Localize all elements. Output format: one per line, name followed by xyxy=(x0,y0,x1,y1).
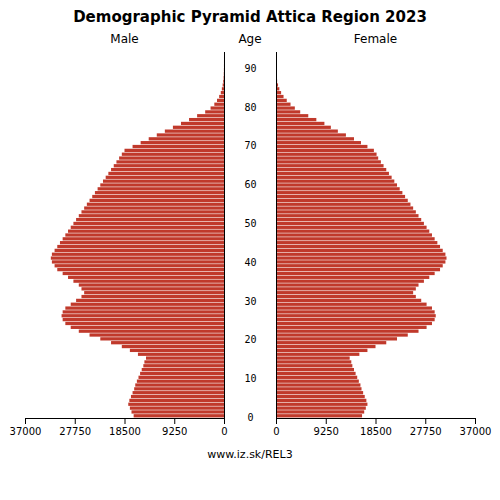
svg-text:60: 60 xyxy=(244,179,256,190)
svg-text:0: 0 xyxy=(273,426,279,437)
svg-text:0: 0 xyxy=(247,412,253,423)
svg-text:70: 70 xyxy=(244,140,256,151)
html-text:Female: Female xyxy=(353,32,398,46)
svg-text:9250: 9250 xyxy=(314,426,339,437)
svg-text:27750: 27750 xyxy=(410,426,442,437)
svg-text:30: 30 xyxy=(244,296,256,307)
svg-text:10: 10 xyxy=(244,373,256,384)
svg-text:9250: 9250 xyxy=(162,426,187,437)
svg-text:18500: 18500 xyxy=(109,426,141,437)
svg-text:80: 80 xyxy=(244,102,256,113)
html-text:www.iz.sk/REL3: www.iz.sk/REL3 xyxy=(207,448,293,461)
svg-text:20: 20 xyxy=(244,334,256,345)
svg-text:50: 50 xyxy=(244,218,256,229)
svg-text:37000: 37000 xyxy=(10,426,42,437)
svg-text:40: 40 xyxy=(244,257,256,268)
svg-text:27750: 27750 xyxy=(59,426,91,437)
svg-text:37000: 37000 xyxy=(460,426,492,437)
svg-text:0: 0 xyxy=(221,426,227,437)
html-text:Male: Male xyxy=(110,32,139,46)
svg-text:18500: 18500 xyxy=(360,426,392,437)
html-text:Demographic Pyramid Attica Reg: Demographic Pyramid Attica Region 2023 xyxy=(73,8,427,26)
svg-text:90: 90 xyxy=(244,63,256,74)
html-text:Age: Age xyxy=(238,32,262,46)
